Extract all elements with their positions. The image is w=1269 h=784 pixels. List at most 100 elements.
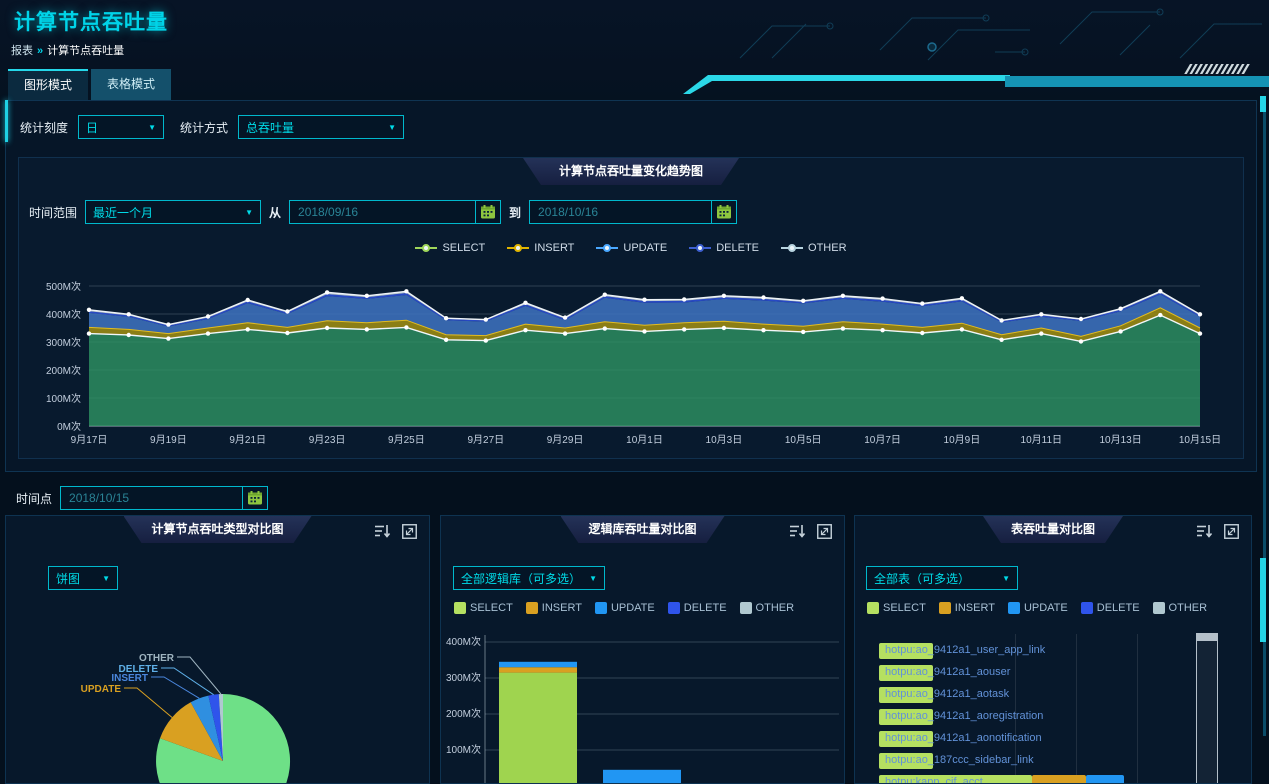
trend-chart-card: 计算节点吞吐量变化趋势图 时间范围 最近一个月 ▼ 从 bbox=[18, 157, 1244, 459]
legend-item-delete[interactable]: DELETE bbox=[689, 242, 759, 254]
pie-chart-type-select[interactable]: 饼图 ▼ bbox=[48, 566, 118, 590]
timepoint-calendar-button[interactable] bbox=[242, 486, 269, 510]
legend-item-other[interactable]: OTHER bbox=[781, 242, 847, 254]
tab-table-mode[interactable]: 表格模式 bbox=[91, 69, 172, 100]
pie-sort-button[interactable] bbox=[374, 524, 391, 538]
logical-card-title: 逻辑库吞吐量对比图 bbox=[560, 516, 724, 543]
expand-icon bbox=[402, 524, 417, 539]
legend-item-delete[interactable]: DELETE bbox=[1080, 602, 1140, 614]
tables-card-header: 表吞吐量对比图 bbox=[855, 516, 1251, 546]
table-bar-row: hotpu:ao_9412a1_aonotification bbox=[855, 730, 1251, 748]
svg-text:10月13日: 10月13日 bbox=[1099, 434, 1141, 446]
legend-label: INSERT bbox=[534, 242, 575, 254]
gridline bbox=[1137, 634, 1138, 783]
legend-item-select[interactable]: SELECT bbox=[454, 602, 513, 614]
legend-marker bbox=[781, 244, 804, 252]
svg-text:9月27日: 9月27日 bbox=[467, 434, 504, 446]
right-rail-accent bbox=[1260, 558, 1266, 642]
legend-item-update[interactable]: UPDATE bbox=[596, 242, 667, 254]
logical-card-header: 逻辑库吞吐量对比图 bbox=[441, 516, 844, 546]
right-rail-accent bbox=[1260, 96, 1266, 112]
svg-text:0M次: 0M次 bbox=[57, 420, 81, 433]
legend-marker bbox=[507, 244, 530, 252]
from-date-field bbox=[289, 200, 502, 224]
table-bar-label: hotpu:ao_9412a1_aotask bbox=[885, 688, 1010, 700]
right-rail-line bbox=[1263, 96, 1266, 736]
from-calendar-button[interactable] bbox=[475, 200, 502, 224]
legend-item-update[interactable]: UPDATE bbox=[594, 602, 655, 614]
breadcrumb-root[interactable]: 报表 bbox=[11, 45, 33, 57]
svg-text:500M次: 500M次 bbox=[46, 280, 81, 293]
bar-segment-select bbox=[879, 687, 933, 703]
chevron-down-icon: ▼ bbox=[1002, 573, 1010, 583]
stat-scale-select[interactable]: 日 ▼ bbox=[78, 115, 165, 139]
stat-method-label: 统计方式 bbox=[180, 120, 229, 135]
logical-db-card: 逻辑库吞吐量对比图 全部逻辑库（可多选） ▼ SELECT INSERT UPDAT… bbox=[440, 515, 845, 784]
logical-db-select[interactable]: 全部逻辑库（可多选） ▼ bbox=[453, 566, 605, 590]
timepoint-date-input[interactable] bbox=[60, 486, 243, 510]
legend-label: INSERT bbox=[954, 602, 995, 614]
from-date-input[interactable] bbox=[289, 200, 476, 224]
legend-label: OTHER bbox=[808, 242, 847, 254]
table-bar-label: hotpu:ao_9412a1_aonotification bbox=[885, 732, 1042, 744]
svg-text:200M次: 200M次 bbox=[46, 364, 81, 377]
legend-label: INSERT bbox=[541, 602, 582, 614]
tab-graphic-mode[interactable]: 图形模式 bbox=[8, 69, 89, 100]
legend-item-update[interactable]: UPDATE bbox=[1007, 602, 1068, 614]
pie-card-title: 计算节点吞吐类型对比图 bbox=[123, 516, 311, 543]
legend-marker bbox=[415, 244, 438, 252]
top-banner-decoration bbox=[683, 8, 1269, 94]
bar-segment-update bbox=[1086, 775, 1124, 783]
svg-text:100M次: 100M次 bbox=[446, 743, 481, 756]
stat-method-select[interactable]: 总吞吐量 ▼ bbox=[238, 115, 405, 139]
time-range-select[interactable]: 最近一个月 ▼ bbox=[85, 200, 262, 224]
bar-segment-select bbox=[879, 731, 933, 747]
legend-label: UPDATE bbox=[1023, 602, 1068, 614]
to-calendar-button[interactable] bbox=[711, 200, 738, 224]
legend-item-select[interactable]: SELECT bbox=[867, 602, 926, 614]
svg-text:10月3日: 10月3日 bbox=[706, 434, 743, 446]
tables-expand-button[interactable] bbox=[1224, 524, 1239, 539]
bar-segment-select bbox=[879, 643, 933, 659]
pie-expand-button[interactable] bbox=[402, 524, 417, 539]
sort-descending-icon bbox=[375, 525, 391, 538]
trend-area-chart[interactable]: 0M次 100M次 200M次 300M次 400M次 500M次 9月17日 9月19日 9月… bbox=[25, 262, 1239, 454]
legend-item-insert[interactable]: INSERT bbox=[525, 602, 582, 614]
datazoom-handle[interactable] bbox=[1197, 634, 1217, 641]
legend-item-insert[interactable]: INSERT bbox=[938, 602, 995, 614]
to-date-field bbox=[529, 200, 738, 224]
legend-label: SELECT bbox=[442, 242, 486, 254]
logical-sort-button[interactable] bbox=[789, 524, 806, 538]
legend-marker bbox=[689, 244, 712, 252]
legend-label: UPDATE bbox=[610, 602, 655, 614]
tables-sort-button[interactable] bbox=[1196, 524, 1213, 538]
table-bar-row: hotpu:ao_9412a1_aouser bbox=[855, 664, 1251, 682]
main-panel: 统计刻度 日 ▼ 统计方式 总吞吐量 ▼ 计算节点吞吐量变化趋势图 时间范围 最… bbox=[5, 100, 1257, 472]
legend-label: SELECT bbox=[470, 602, 513, 614]
trend-controls: 时间范围 最近一个月 ▼ 从 bbox=[29, 200, 738, 224]
svg-text:300M次: 300M次 bbox=[46, 336, 81, 349]
legend-swatch bbox=[525, 602, 538, 614]
legend-item-insert[interactable]: INSERT bbox=[507, 242, 574, 254]
logical-bar-chart[interactable]: 100M次 200M次 300M次 400M次 bbox=[441, 625, 845, 784]
tables-card-title: 表吞吐量对比图 bbox=[983, 516, 1123, 543]
legend-label: OTHER bbox=[755, 602, 795, 614]
chevron-down-icon: ▼ bbox=[102, 573, 110, 583]
breadcrumb: 报表 » 计算节点吞吐量 bbox=[11, 42, 124, 58]
datazoom-slider[interactable] bbox=[1196, 633, 1218, 783]
from-label: 从 bbox=[269, 205, 282, 220]
legend-item-other[interactable]: OTHER bbox=[739, 602, 795, 614]
timepoint-label: 时间点 bbox=[16, 491, 53, 506]
gridline bbox=[1015, 634, 1016, 783]
stat-scale-label: 统计刻度 bbox=[20, 120, 69, 135]
chevron-down-icon: ▼ bbox=[589, 573, 597, 583]
table-bar-label: hotpu:ao_9412a1_user_app_link bbox=[885, 644, 1046, 656]
legend-item-select[interactable]: SELECT bbox=[415, 242, 485, 254]
legend-item-delete[interactable]: DELETE bbox=[667, 602, 727, 614]
to-date-input[interactable] bbox=[529, 200, 712, 224]
logical-expand-button[interactable] bbox=[817, 524, 832, 539]
legend-item-other[interactable]: OTHER bbox=[1152, 602, 1207, 614]
table-filter-select[interactable]: 全部表（可多选） ▼ bbox=[866, 566, 1018, 590]
gridline bbox=[1076, 634, 1077, 783]
